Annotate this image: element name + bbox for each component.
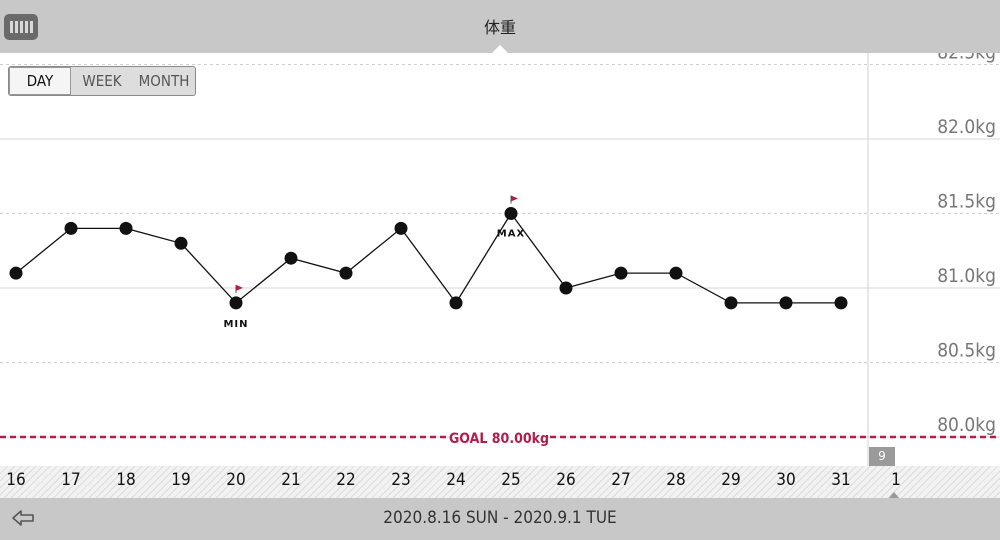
app-header: 体重 bbox=[0, 0, 1000, 53]
data-point bbox=[284, 251, 298, 265]
data-point bbox=[64, 221, 78, 235]
data-point bbox=[614, 266, 628, 280]
tab-week[interactable]: WEEK bbox=[82, 72, 122, 90]
tab-month[interactable]: MONTH bbox=[138, 72, 190, 90]
data-point bbox=[779, 296, 793, 310]
data-point bbox=[9, 266, 23, 280]
data-point bbox=[834, 296, 848, 310]
x-tick-label: 17 bbox=[61, 470, 81, 490]
data-point bbox=[174, 236, 188, 250]
x-tick-label: 1 bbox=[891, 470, 901, 490]
data-point bbox=[119, 221, 133, 235]
flag-icon bbox=[511, 195, 518, 202]
y-tick-label: 81.5kg bbox=[937, 191, 996, 213]
x-tick-label: 22 bbox=[336, 470, 356, 490]
y-tick-label: 82.5kg bbox=[937, 53, 996, 64]
data-point bbox=[559, 281, 573, 295]
month-badge: 9 bbox=[869, 447, 895, 466]
x-tick-label: 19 bbox=[171, 470, 191, 490]
x-tick-label: 30 bbox=[776, 470, 796, 490]
goal-label-bg bbox=[450, 428, 548, 446]
back-arrow-icon[interactable] bbox=[10, 506, 36, 530]
page-title: 体重 bbox=[483, 18, 516, 37]
flag-icon bbox=[236, 284, 243, 291]
x-tick-label: 23 bbox=[391, 470, 411, 490]
header-notch bbox=[492, 45, 508, 53]
menu-icon[interactable] bbox=[4, 14, 38, 40]
range-tabs: DAY WEEK MONTH bbox=[8, 66, 196, 96]
data-point bbox=[669, 266, 683, 280]
data-point bbox=[229, 296, 243, 310]
data-point bbox=[724, 296, 738, 310]
y-tick-label: 81.0kg bbox=[937, 265, 996, 287]
weight-chart: 82.5kg 82.0kg 81.5kg 81.0kg 80.5kg 80.0kg GOAL… bbox=[0, 53, 1000, 466]
min-label: MIN bbox=[223, 319, 248, 330]
data-point bbox=[504, 207, 518, 220]
footer-bar: 2020.8.16 SUN - 2020.9.1 TUE bbox=[0, 498, 1000, 540]
x-tick-label: 16 bbox=[6, 470, 26, 490]
x-tick-label: 20 bbox=[226, 470, 246, 490]
data-point bbox=[394, 221, 408, 235]
x-tick-label: 21 bbox=[281, 470, 301, 490]
data-point bbox=[339, 266, 353, 280]
x-axis-strip[interactable] bbox=[0, 466, 1000, 498]
x-tick-label: 28 bbox=[666, 470, 686, 490]
x-tick-label: 31 bbox=[831, 470, 851, 490]
y-tick-label: 82.0kg bbox=[937, 116, 996, 138]
cursor-marker bbox=[888, 492, 900, 499]
y-tick-label: 80.5kg bbox=[937, 340, 996, 362]
x-tick-label: 25 bbox=[501, 470, 521, 490]
max-label: MAX bbox=[497, 229, 525, 240]
x-tick-label: 29 bbox=[721, 470, 741, 490]
y-tick-label: 80.0kg bbox=[937, 414, 996, 436]
data-point bbox=[449, 296, 463, 310]
goal-label: GOAL 80.00kg bbox=[449, 431, 549, 447]
x-tick-label: 27 bbox=[611, 470, 631, 490]
x-tick-label: 24 bbox=[446, 470, 466, 490]
date-range: 2020.8.16 SUN - 2020.9.1 TUE bbox=[383, 508, 617, 528]
tab-day[interactable]: DAY bbox=[9, 67, 71, 95]
x-tick-label: 18 bbox=[116, 470, 136, 490]
x-tick-label: 26 bbox=[556, 470, 576, 490]
series-line bbox=[15, 212, 841, 305]
